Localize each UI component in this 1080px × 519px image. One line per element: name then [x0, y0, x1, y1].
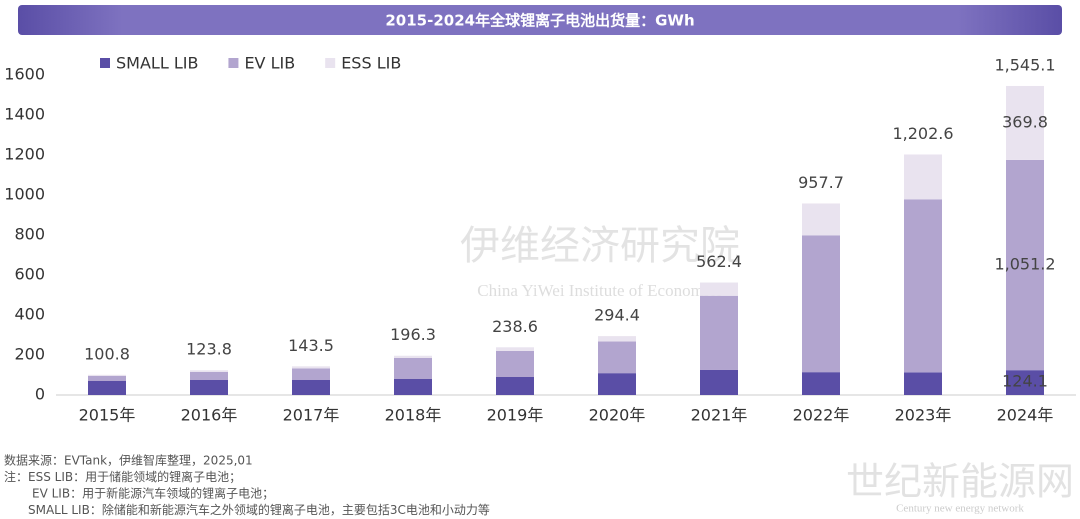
bar-segment: [598, 341, 636, 374]
bar-segment: [394, 358, 432, 379]
chart-title: 2015-2024年全球锂离子电池出货量：GWh: [385, 12, 694, 30]
watermark: China YiWei Institute of Economics: [477, 281, 722, 300]
bar-segment: [190, 380, 228, 395]
total-label: 238.6: [492, 317, 538, 336]
bar-segment: [598, 373, 636, 395]
y-tick-label: 800: [14, 225, 45, 244]
bar-segment: [904, 199, 942, 373]
bar-segment: [1006, 159, 1044, 371]
x-tick-label: 2018年: [385, 406, 442, 425]
total-label: 123.8: [186, 340, 232, 359]
x-tick-label: 2016年: [181, 406, 238, 425]
bar-segment: [700, 369, 738, 395]
bar-segment: [190, 372, 228, 380]
bar-segment: [802, 235, 840, 373]
bar-segment: [904, 372, 942, 395]
total-label: 1,545.1: [994, 55, 1055, 74]
x-tick-label: 2015年: [79, 406, 136, 425]
y-tick-label: 1000: [4, 185, 45, 204]
bar-segment: [292, 366, 330, 369]
total-label: 562.4: [696, 252, 742, 271]
bar-segment: [802, 203, 840, 236]
footnote: SMALL LIB：除储能和新能源汽车之外领域的锂离子电池，主要包括3C电池和小…: [28, 502, 490, 517]
legend-label: SMALL LIB: [116, 54, 198, 73]
y-tick-label: 200: [14, 345, 45, 364]
y-tick-label: 0: [35, 385, 45, 404]
legend-label: ESS LIB: [341, 54, 401, 73]
total-label: 143.5: [288, 336, 334, 355]
legend-swatch: [228, 58, 239, 68]
x-tick-label: 2019年: [487, 406, 544, 425]
bar-segment: [496, 377, 534, 395]
bar-segment: [496, 351, 534, 377]
bar-segment: [88, 381, 126, 395]
total-label: 957.7: [798, 173, 844, 192]
bar-segment: [802, 372, 840, 395]
x-tick-label: 2024年: [997, 406, 1054, 425]
total-label: 196.3: [390, 325, 436, 344]
x-tick-label: 2022年: [793, 406, 850, 425]
segment-label: 124.1: [1002, 372, 1048, 391]
bar-segment: [88, 374, 126, 376]
legend-swatch: [325, 58, 336, 68]
footnote: 注：ESS LIB：用于储能领域的锂离子电池；: [4, 469, 241, 484]
bar-segment: [292, 368, 330, 380]
y-tick-label: 1600: [4, 65, 45, 84]
footnote: 数据来源：EVTank，伊维智库整理，2025,01: [4, 453, 253, 468]
total-label: 294.4: [594, 306, 640, 325]
total-label: 100.8: [84, 344, 130, 363]
bar-segment: [904, 154, 942, 200]
bar-segment: [700, 295, 738, 370]
y-tick-label: 600: [14, 265, 45, 284]
bar-segment: [1006, 370, 1044, 395]
segment-label: 1,051.2: [994, 255, 1055, 274]
watermark: Century new energy network: [896, 503, 1024, 515]
watermark: 伊维经济研究院: [460, 223, 740, 269]
x-tick-label: 2023年: [895, 406, 952, 425]
bar-segment: [394, 355, 432, 358]
y-tick-label: 1400: [4, 105, 45, 124]
x-tick-label: 2020年: [589, 406, 646, 425]
y-tick-label: 400: [14, 305, 45, 324]
bar-segment: [88, 376, 126, 381]
bar-segment: [496, 347, 534, 351]
header-bar: [18, 5, 1062, 35]
bar-segment: [292, 380, 330, 395]
bar-segment: [1006, 85, 1044, 160]
bar-segment: [394, 379, 432, 395]
y-tick-label: 1200: [4, 145, 45, 164]
bar-segment: [190, 370, 228, 372]
bar-segment: [598, 336, 636, 342]
legend-label: EV LIB: [244, 54, 295, 73]
legend-swatch: [100, 58, 110, 68]
bar-segment: [700, 282, 738, 296]
total-label: 1,202.6: [892, 124, 953, 143]
x-tick-label: 2017年: [283, 406, 340, 425]
watermark: 世纪新能源网: [846, 460, 1074, 504]
segment-label: 369.8: [1002, 112, 1048, 131]
footnote: EV LIB：用于新能源汽车领域的锂离子电池；: [32, 486, 274, 501]
x-tick-label: 2021年: [691, 406, 748, 425]
